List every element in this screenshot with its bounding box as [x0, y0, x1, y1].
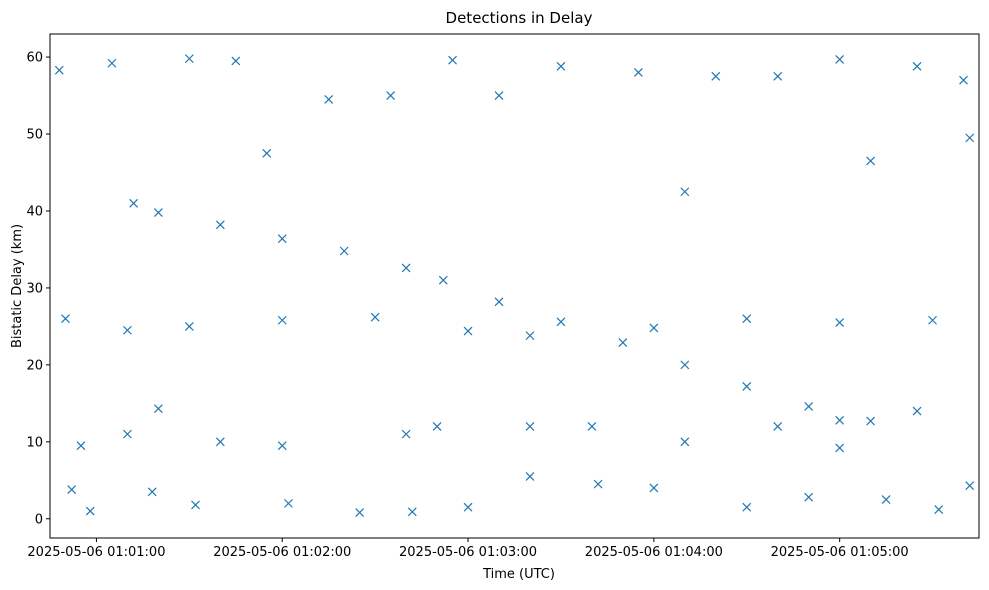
x-axis-ticks: 2025-05-06 01:01:00 2025-05-06 01:02:00 20…	[27, 538, 909, 560]
data-point	[680, 360, 690, 370]
data-point	[618, 338, 628, 347]
data-point	[184, 321, 194, 331]
data-point	[835, 54, 845, 64]
data-point	[928, 315, 937, 325]
data-point	[680, 437, 690, 447]
x-tick-label: 2025-05-06 01:04:00	[585, 545, 723, 560]
data-point	[262, 148, 272, 158]
data-point	[835, 318, 845, 327]
data-point	[934, 505, 944, 514]
data-point	[448, 55, 457, 65]
data-point	[633, 68, 643, 77]
data-point	[85, 506, 95, 516]
data-point	[438, 275, 448, 285]
data-point	[525, 422, 535, 431]
data-point	[129, 198, 139, 208]
data-point	[773, 422, 783, 431]
data-point	[184, 54, 194, 64]
x-axis-label: Time (UTC)	[482, 567, 555, 582]
data-point	[912, 61, 922, 71]
chart-title: Detections in Delay	[446, 9, 593, 27]
data-point	[965, 481, 975, 491]
data-point	[407, 507, 417, 517]
x-tick-label: 2025-05-06 01:05:00	[771, 545, 909, 560]
data-point	[153, 404, 163, 414]
y-tick-label: 50	[26, 128, 43, 143]
data-point	[277, 441, 287, 451]
data-point	[215, 437, 225, 447]
y-tick-label: 30	[26, 281, 43, 296]
data-point	[494, 297, 504, 307]
data-point	[866, 156, 876, 166]
data-point	[742, 381, 752, 391]
data-point	[463, 326, 473, 336]
x-tick-label: 2025-05-06 01:02:00	[213, 545, 351, 560]
data-point	[386, 91, 396, 100]
data-point	[742, 502, 752, 512]
data-point	[122, 429, 132, 439]
y-tick-label: 40	[26, 204, 43, 219]
data-point	[866, 416, 876, 426]
data-point	[556, 61, 566, 71]
data-point	[153, 208, 163, 217]
data-point	[881, 495, 891, 504]
data-point	[711, 71, 721, 81]
data-point	[147, 487, 157, 497]
data-point	[742, 314, 752, 324]
data-point	[773, 71, 783, 81]
data-point	[432, 422, 442, 431]
data-point	[231, 56, 241, 66]
data-point	[191, 500, 200, 510]
data-point	[593, 479, 603, 489]
data-point	[67, 485, 77, 494]
axes-frame	[49, 33, 980, 539]
data-point	[401, 263, 411, 273]
data-point	[835, 415, 845, 425]
data-point	[556, 317, 566, 327]
data-point	[912, 406, 922, 416]
data-point	[835, 443, 845, 453]
x-tick-label: 2025-05-06 01:01:00	[27, 545, 165, 560]
data-point	[339, 246, 349, 256]
data-point	[76, 441, 86, 451]
data-point	[494, 91, 504, 100]
y-axis-ticks: 0 10 20 30 40 50 60	[26, 51, 50, 527]
y-tick-label: 10	[26, 435, 43, 450]
data-point	[804, 492, 814, 502]
data-point	[215, 220, 225, 230]
data-point	[463, 502, 473, 512]
data-point	[277, 315, 287, 325]
y-tick-label: 0	[35, 512, 43, 527]
data-point	[324, 94, 334, 104]
data-point	[525, 472, 535, 481]
data-point	[277, 234, 287, 244]
y-tick-label: 60	[26, 51, 43, 66]
data-point	[525, 331, 535, 341]
x-tick-label: 2025-05-06 01:03:00	[399, 545, 537, 560]
data-point	[965, 133, 975, 143]
data-point	[804, 401, 814, 411]
data-point	[54, 65, 64, 75]
data-point	[370, 312, 380, 322]
data-point	[587, 422, 597, 431]
y-tick-label: 20	[26, 358, 43, 373]
data-point	[284, 498, 293, 508]
data-point	[401, 429, 411, 439]
data-point	[680, 187, 690, 197]
data-point	[649, 323, 659, 333]
data-point	[61, 314, 70, 324]
plot-area	[54, 54, 975, 518]
data-point	[355, 508, 365, 518]
data-point	[959, 75, 968, 85]
data-point	[122, 325, 132, 335]
data-point	[107, 58, 117, 68]
data-point	[649, 483, 659, 493]
y-axis-label: Bistatic Delay (km)	[10, 224, 25, 348]
